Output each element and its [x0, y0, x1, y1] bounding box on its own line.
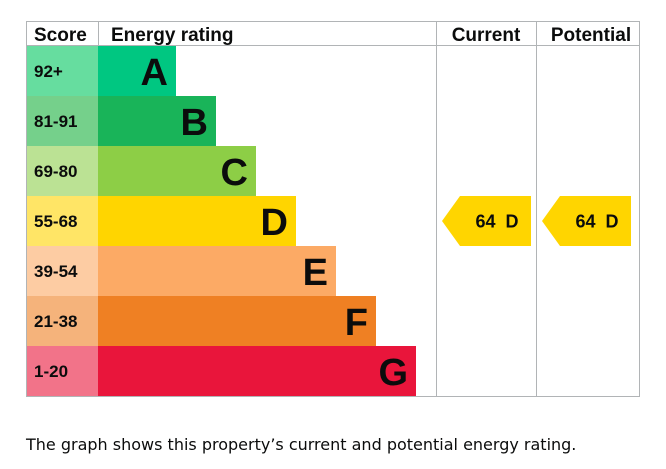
band-bar-g [98, 346, 416, 396]
band-letter-c: C [221, 152, 248, 194]
energy-rating-chart: Score Energy rating Current Potential 92… [26, 21, 640, 397]
chart-caption: The graph shows this property’s current … [26, 435, 577, 454]
score-label-b: 81-91 [34, 112, 77, 131]
potential-rating-label: 64 D [575, 212, 618, 232]
band-bar-b [98, 96, 216, 146]
band-letter-a: A [141, 52, 168, 94]
score-cell-d [27, 196, 98, 246]
rating-arrows: 64 D 64 D [442, 196, 631, 246]
band-bar-a [98, 46, 176, 96]
rating-bands: 92+ A 81-91 B 69-80 C 55-68 D 39-54 E 21-38 F 1-20 G [27, 46, 416, 396]
band-letter-d: D [261, 202, 288, 244]
header-score: Score [34, 25, 87, 46]
score-label-d: 55-68 [34, 212, 77, 231]
current-arrow [442, 196, 531, 246]
band-bar-f [98, 296, 376, 346]
band-letter-e: E [303, 252, 328, 294]
score-label-c: 69-80 [34, 162, 77, 181]
score-label-g: 1-20 [34, 362, 68, 381]
band-letter-b: B [181, 102, 208, 144]
band-bar-e [98, 246, 336, 296]
header-current: Current [452, 25, 521, 46]
header-potential: Potential [551, 25, 631, 46]
score-label-e: 39-54 [34, 262, 78, 281]
score-label-a: 92+ [34, 62, 63, 81]
current-rating-label: 64 D [475, 212, 518, 232]
band-bar-c [98, 146, 256, 196]
band-bar-d [98, 196, 296, 246]
score-label-f: 21-38 [34, 312, 77, 331]
band-letter-f: F [345, 302, 368, 344]
score-cell-a [27, 46, 98, 96]
score-cell-g [27, 346, 98, 396]
score-cell-f [27, 296, 98, 346]
header-energy-rating: Energy rating [111, 25, 233, 46]
potential-arrow [542, 196, 631, 246]
score-cell-e [27, 246, 98, 296]
band-letter-g: G [378, 352, 408, 394]
score-cell-c [27, 146, 98, 196]
score-cell-b [27, 96, 98, 146]
chart-grid [26, 21, 640, 397]
